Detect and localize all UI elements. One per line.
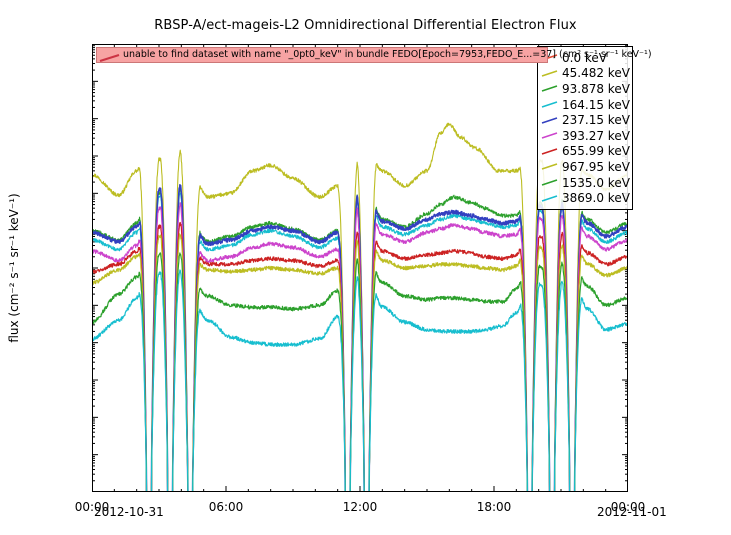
legend-color-swatch: [541, 115, 558, 126]
legend-color-swatch: [541, 161, 558, 172]
legend-item[interactable]: 393.27 keV: [541, 128, 630, 144]
strikethrough-line-icon: [99, 49, 121, 62]
x-tick-label: 18:00: [476, 500, 512, 514]
legend-item[interactable]: 967.95 keV: [541, 159, 630, 175]
axes-frame: [92, 44, 628, 492]
legend-item-label: 655.99 keV: [562, 144, 630, 159]
legend-item-label: 164.15 keV: [562, 97, 630, 112]
legend-item-label: 3869.0 keV: [562, 191, 630, 206]
legend-item[interactable]: 1535.0 keV: [541, 175, 630, 191]
error-banner-text: unable to find dataset with name "_0pt0_…: [123, 49, 652, 60]
legend-item[interactable]: 93.878 keV: [541, 81, 630, 97]
x-axis-end-date: 2012-11-01: [597, 505, 667, 519]
legend-box[interactable]: 0.0 keV 45.482 keV 93.878 keV 164.15 keV 237…: [537, 46, 633, 210]
legend-item[interactable]: 3869.0 keV: [541, 190, 630, 206]
legend-item-label: 393.27 keV: [562, 128, 630, 143]
legend-item[interactable]: 45.482 keV: [541, 66, 630, 82]
legend-color-swatch: [541, 130, 558, 141]
series-line: [92, 269, 628, 492]
x-tick-label: 06:00: [208, 500, 244, 514]
x-axis-start-date: 2012-10-31: [94, 505, 164, 519]
legend-color-swatch: [541, 83, 558, 94]
legend-item[interactable]: 237.15 keV: [541, 112, 630, 128]
error-banner[interactable]: unable to find dataset with name "_0pt0_…: [96, 47, 652, 63]
legend-item-label: 93.878 keV: [562, 81, 630, 96]
legend-item-label: 237.15 keV: [562, 113, 630, 128]
series-line: [92, 233, 628, 492]
legend-color-swatch: [541, 99, 558, 110]
legend-color-swatch: [541, 177, 558, 188]
legend-item[interactable]: 655.99 keV: [541, 144, 630, 160]
x-tick-label: 12:00: [342, 500, 378, 514]
legend-color-swatch: [541, 146, 558, 157]
legend-item-label: 0.0 keV: [562, 50, 608, 65]
x-tick-label: 00:00: [610, 500, 646, 514]
legend-color-swatch: [541, 68, 558, 79]
legend-item-label: 45.482 keV: [562, 66, 630, 81]
legend-color-swatch: [541, 193, 558, 204]
x-tick-label: 00:00: [74, 500, 110, 514]
page-title: RBSP-A/ect-mageis-L2 Omnidirectional Dif…: [154, 18, 577, 33]
series-line: [92, 252, 628, 492]
legend-item-label: 1535.0 keV: [562, 175, 630, 190]
legend-item[interactable]: 164.15 keV: [541, 97, 630, 113]
legend-item-label: 967.95 keV: [562, 159, 630, 174]
